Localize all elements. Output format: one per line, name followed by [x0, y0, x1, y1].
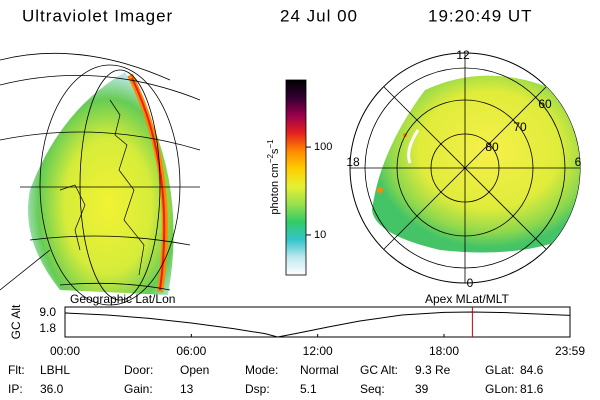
info-label: GLat: [485, 363, 514, 377]
mlt-label: 6 [575, 155, 582, 169]
info-label: Gain: [124, 382, 153, 396]
mlat-label: 60 [538, 97, 552, 111]
mlt-label: 0 [467, 276, 474, 290]
mlt-label: 12 [456, 48, 470, 62]
y-tick-label: 1.8 [39, 321, 56, 335]
info-value: Normal [300, 363, 339, 377]
mlt-label: 18 [346, 155, 360, 169]
info-label: Mode: [245, 363, 278, 377]
colorbar [285, 79, 307, 276]
info-value: LBHL [40, 363, 70, 377]
info-label: Dsp: [245, 382, 270, 396]
info-value: 84.6 [520, 363, 544, 377]
mlat-label: 80 [485, 140, 499, 154]
plot-frame [64, 306, 571, 338]
info: Flt: LBHL Door: Open Mode: Normal GC Alt: 9.3 R… [8, 363, 544, 396]
x-tick-label: 00:00 [50, 344, 80, 358]
caption: Geographic Lat/Lon [70, 292, 175, 306]
x-tick-label: 18:00 [429, 344, 459, 358]
y-axis-label: GC Alt [9, 304, 23, 339]
info-label: Flt: [8, 363, 25, 377]
polar-image [349, 52, 581, 284]
x-tick-label: 06:00 [176, 344, 206, 358]
colorbar-tick-label: 100 [314, 141, 332, 153]
info-label: Seq: [360, 382, 385, 396]
date: 24 Jul 00 [280, 6, 358, 25]
info-value: 13 [180, 382, 194, 396]
info-value: 36.0 [40, 382, 64, 396]
geo-image [0, 52, 201, 306]
colorbar-tick-label: 10 [314, 229, 326, 241]
info-value: 9.3 Re [415, 363, 451, 377]
title: Ultraviolet Imager [22, 6, 173, 25]
colorbar-label: photon cm−2s−1 [266, 139, 281, 215]
info-value: 81.6 [520, 382, 544, 396]
y-tick-label: 9.0 [39, 305, 56, 319]
info-value: 39 [415, 382, 429, 396]
x-tick-label: 12:00 [303, 344, 333, 358]
info-label: IP: [8, 382, 23, 396]
info-label: GC Alt: [360, 363, 398, 377]
mlat-label: 70 [513, 120, 527, 134]
altitude-line [64, 311, 571, 338]
caption: Apex MLat/MLT [425, 292, 509, 306]
info-label: Door: [124, 363, 153, 377]
info-value: Open [180, 363, 209, 377]
time: 19:20:49 UT [428, 6, 533, 25]
info-value: 5.1 [300, 382, 317, 396]
info-label: GLon: [485, 382, 518, 396]
x-tick-label: 23:59 [555, 344, 585, 358]
